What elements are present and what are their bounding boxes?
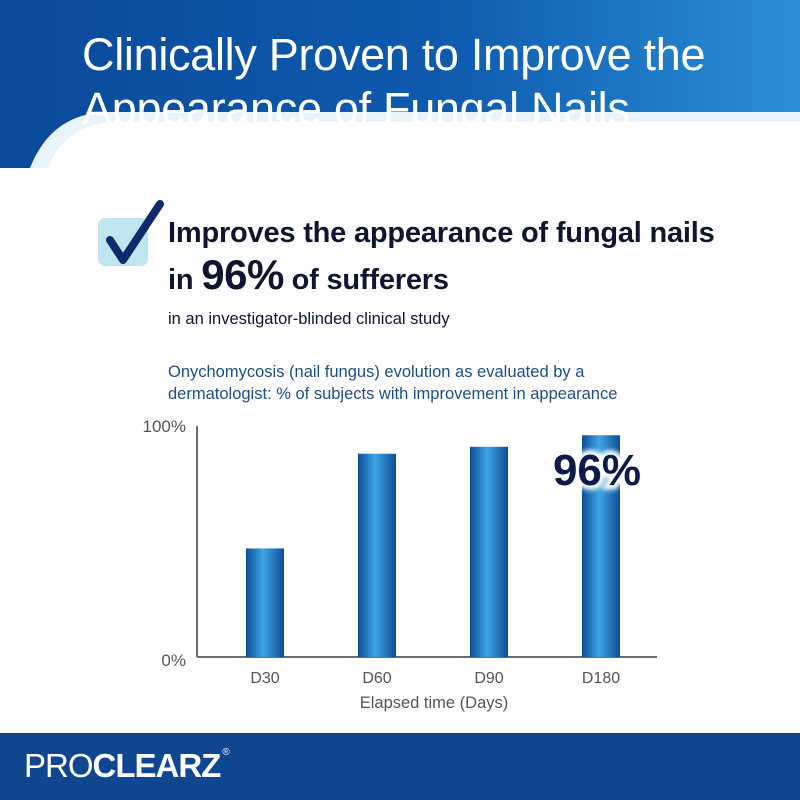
logo-pro: PRO [24, 747, 94, 784]
bar-d180 [582, 435, 620, 657]
x-tick-label-d30: D30 [250, 670, 279, 687]
x-axis-label: Elapsed time (Days) [360, 694, 509, 712]
x-tick-label-d180: D180 [582, 670, 620, 687]
bar-d60 [358, 453, 396, 657]
bar-d90 [470, 446, 508, 657]
data-label-d180: 96% [553, 446, 641, 495]
x-tick-label-d90: D90 [474, 670, 503, 687]
y-tick-label-top: 100% [143, 417, 186, 436]
claim-prefix: in [168, 264, 194, 296]
claim-line-2: in 96% of sufferers [168, 254, 788, 301]
chart-title: Onychomycosis (nail fungus) evolution as… [168, 363, 618, 403]
claim-headline: Improves the appearance of fungal nails … [168, 212, 788, 301]
page-title: Clinically Proven to Improve the Appeara… [82, 29, 706, 134]
y-tick-label-bottom: 0% [161, 651, 186, 670]
claim-line-1: Improves the appearance of fungal nails [168, 217, 715, 249]
bar-d30 [246, 548, 284, 657]
brand-logo: PROCLEARZ ® [24, 747, 230, 785]
x-tick-label-d60: D60 [362, 670, 391, 687]
study-note: in an investigator-blinded clinical stud… [168, 310, 450, 328]
data-label-glow-d180: 96% [553, 446, 641, 495]
logo-trademark: ® [222, 747, 229, 758]
checkmark-icon [98, 200, 164, 266]
footer-bar: PROCLEARZ ® [0, 733, 800, 800]
claim-highlight: 96% [201, 251, 284, 298]
header-background [0, 0, 800, 168]
logo-clearz: CLEARZ [92, 747, 222, 784]
claim-suffix: of sufferers [291, 264, 449, 296]
header-banner: Clinically Proven to Improve the Appeara… [0, 0, 800, 168]
bar-chart: 100% 0% D30 D60 D90 D180 96%96% Elapsed tim… [143, 417, 657, 712]
